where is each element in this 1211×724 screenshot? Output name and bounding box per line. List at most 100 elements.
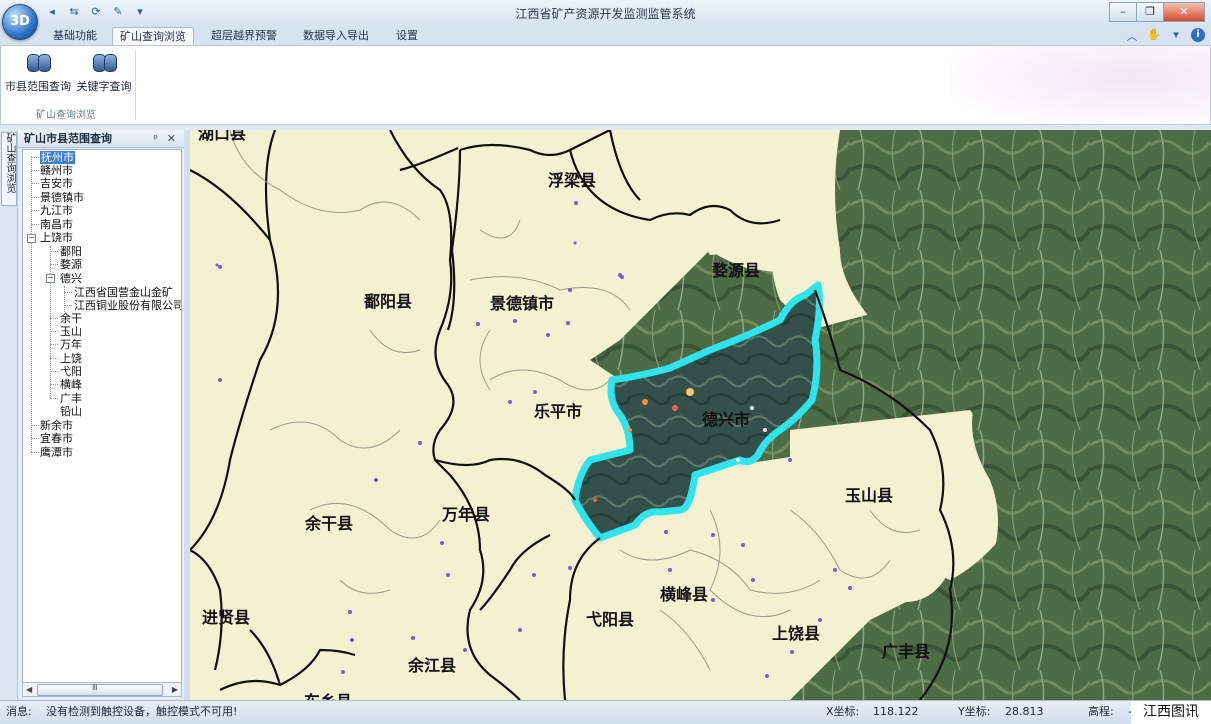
map-label-poyang: 鄱阳县 (364, 292, 413, 311)
map-label-yujiang: 余江县 (408, 656, 457, 675)
customize-dropdown-icon[interactable]: ▾ (137, 5, 143, 18)
tree-node-county[interactable]: 上饶 (60, 352, 82, 365)
dexing-mine-points (593, 388, 767, 502)
side-dock-tab[interactable]: 矿山查询浏览 (1, 132, 17, 206)
minimize-button[interactable]: – (1109, 2, 1137, 22)
tree-node-city[interactable]: 九江市 (40, 204, 73, 217)
collapse-toggle[interactable]: − (27, 233, 36, 243)
map-label-yushan: 玉山县 (845, 486, 894, 505)
mine-markers (215, 201, 852, 678)
tree-node-county[interactable]: 婺源 (60, 258, 82, 271)
map-label-leping: 乐平市 (534, 402, 583, 421)
status-message-label: 消息: (6, 705, 32, 718)
elevation-label: 高程: (1088, 705, 1114, 718)
major-boundaries (190, 130, 955, 700)
map-label-hengfeng: 横峰县 (660, 585, 709, 604)
scroll-thumb[interactable]: Ⅲ (37, 683, 163, 696)
map-label-dongxiang: 东乡县 (304, 688, 352, 700)
tree-node-city[interactable]: 景德镇市 (40, 191, 84, 204)
map-label-wuyuan: 婺源县 (712, 261, 761, 280)
tree-node-city[interactable]: 宜春市 (40, 432, 73, 445)
tab-basic-functions[interactable]: 基础功能 (53, 29, 97, 42)
close-panel-icon[interactable]: ✕ (166, 132, 176, 145)
help-info-icon[interactable]: i (1191, 28, 1205, 42)
y-coord-label: Y坐标: (958, 705, 991, 718)
tree-node-county[interactable]: 广丰 (60, 392, 82, 405)
tree-node-county[interactable]: 玉山 (60, 325, 82, 338)
land-north (630, 130, 850, 255)
collapse-ribbon-icon[interactable]: ︿ (1126, 30, 1138, 43)
tree-node-county[interactable]: 鄱阳 (60, 245, 82, 258)
ribbon-group-label: 矿山查询浏览 (36, 110, 96, 121)
restore-button[interactable]: ❐ (1136, 2, 1164, 22)
app-menu-button[interactable]: 3D (2, 4, 38, 40)
tree-node-city[interactable]: 赣州市 (40, 164, 73, 177)
tree-node-county[interactable]: 弋阳 (60, 365, 82, 378)
collapse-toggle[interactable]: − (46, 273, 55, 283)
quick-access-toolbar: ◂ ⇆ ⟳ ✎ ▾ (44, 5, 148, 19)
query-panel: 矿山市县范围查询 ᵖ ✕ 抚州市 赣州市 吉安市 景德镇市 九江市 南 (18, 130, 184, 700)
tree-node-county[interactable]: 横峰 (60, 378, 82, 391)
map-label-wannian: 万年县 (442, 505, 491, 524)
tree-node-county[interactable]: 德兴 (60, 272, 82, 285)
keyword-query-button[interactable]: 关键字查询 (75, 50, 133, 94)
window-title: 江西省矿产资源开发监测监管系统 (515, 7, 696, 21)
satellite-east (830, 130, 1211, 700)
x-coord-value: 118.122 (873, 705, 919, 718)
region-tree: 抚州市 赣州市 吉安市 景德镇市 九江市 南昌市 − 上饶市 鄱阳 婺源 − 德… (22, 149, 182, 683)
ribbon-panel: 市县范围查询 关键字查询 矿山查询浏览 (0, 45, 1211, 125)
window-controls: – ❐ ✕ (1109, 2, 1205, 22)
panel-header: 矿山市县范围查询 ᵖ ✕ (18, 130, 184, 148)
county-range-query-button[interactable]: 市县范围查询 (5, 50, 71, 94)
minor-boundaries (229, 130, 921, 671)
refresh-icon[interactable]: ⟳ (91, 5, 101, 18)
skin-icon[interactable]: ▾ (1173, 28, 1179, 41)
pin-icon[interactable]: ✋ (1147, 28, 1161, 41)
panel-title: 矿山市县范围查询 (24, 132, 112, 145)
map-label-jinxian: 进贤县 (202, 608, 251, 627)
keyword-query-label: 关键字查询 (76, 80, 132, 93)
side-dock-strip: 矿山查询浏览 (0, 130, 18, 700)
map-label-yiyang: 弋阳县 (586, 610, 635, 629)
scroll-right-icon[interactable]: ▶ (171, 685, 178, 694)
ribbon-right-icons: ︿ ✋ ▾ i (1125, 28, 1205, 44)
scroll-grip: Ⅲ (92, 683, 98, 692)
tree-node-mine[interactable]: 江西省国营金山金矿 (74, 286, 173, 299)
tree-node-city[interactable]: 新余市 (40, 419, 73, 432)
tree-node-city[interactable]: 鹰潭市 (40, 446, 73, 459)
binoculars-3d-icon (90, 50, 118, 76)
county-range-query-label: 市县范围查询 (5, 80, 71, 93)
map-view[interactable]: 湖口县 浮梁县 婺源县 鄱阳县 景德镇市 乐平市 德兴市 余干县 万年县 玉山县… (190, 130, 1211, 700)
tab-data-import-export[interactable]: 数据导入导出 (303, 29, 369, 42)
tree-horizontal-scrollbar[interactable]: ◀ Ⅲ ▶ (22, 682, 182, 697)
y-coord-value: 28.813 (1005, 705, 1044, 718)
edit-icon[interactable]: ✎ (113, 5, 123, 18)
tree-node-county[interactable]: 余干 (60, 312, 82, 325)
map-label-hukou: 湖口县 (198, 130, 247, 143)
tree-node-city[interactable]: 南昌市 (40, 218, 73, 231)
tree-node-city[interactable]: 上饶市 (40, 231, 73, 244)
scroll-left-icon[interactable]: ◀ (26, 685, 33, 694)
land-southwest (190, 370, 620, 700)
tree-node-mine[interactable]: 江西铜业股份有限公司德 (74, 299, 181, 312)
tree-node-city[interactable]: 抚州市 (40, 151, 75, 164)
tree-node-city[interactable]: 吉安市 (40, 177, 73, 190)
tab-boundary-warning[interactable]: 超层越界预警 (211, 29, 277, 42)
ribbon-tabs: 基础功能 矿山查询浏览 超层越界预警 数据导入导出 设置 (0, 26, 1211, 46)
tree-node-county[interactable]: 铅山 (60, 405, 82, 418)
x-coord-label: X坐标: (826, 705, 860, 718)
tree-node-county[interactable]: 万年 (60, 338, 82, 351)
close-button[interactable]: ✕ (1163, 2, 1205, 22)
tab-settings[interactable]: 设置 (396, 29, 418, 42)
dexing-highlight (571, 281, 823, 542)
map-label-yugan: 余干县 (305, 514, 354, 533)
ribbon-group-separator (135, 50, 136, 120)
map-label-jingdezhen: 景德镇市 (490, 294, 555, 313)
back-icon[interactable]: ◂ (49, 5, 55, 18)
tab-mine-query[interactable]: 矿山查询浏览 (112, 27, 194, 46)
panel-splitter[interactable] (184, 130, 190, 700)
map-label-dexing: 德兴市 (702, 410, 751, 429)
pin-panel-icon[interactable]: ᵖ (153, 132, 158, 145)
sync-icon[interactable]: ⇆ (69, 5, 79, 18)
title-bar: ◂ ⇆ ⟳ ✎ ▾ 江西省矿产资源开发监测监管系统 – ❐ ✕ (0, 0, 1211, 26)
